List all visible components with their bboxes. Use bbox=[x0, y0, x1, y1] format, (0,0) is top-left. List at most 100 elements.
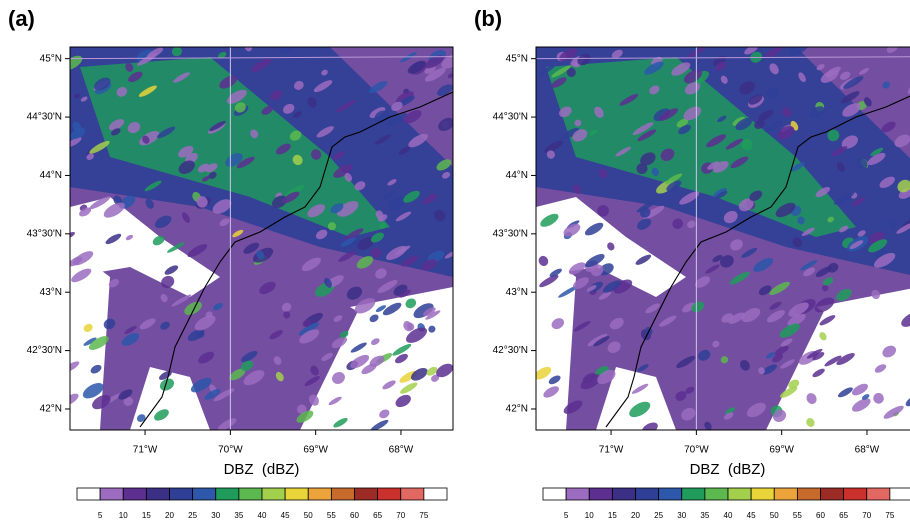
echo-cell bbox=[665, 173, 683, 185]
echo-cell bbox=[723, 412, 734, 420]
echo-cell bbox=[421, 259, 437, 271]
clear-region bbox=[816, 288, 910, 346]
echo-cell bbox=[332, 151, 345, 160]
echo-cell bbox=[259, 281, 276, 295]
echo-cell bbox=[613, 279, 633, 294]
echo-cell bbox=[551, 318, 565, 330]
echo-cell bbox=[611, 49, 623, 59]
colorbar-label: 55 bbox=[327, 511, 336, 520]
lat-tick-label: 44°N bbox=[40, 170, 62, 181]
echo-cell bbox=[269, 330, 283, 340]
echo-cell bbox=[339, 330, 349, 338]
echo-cell bbox=[299, 329, 320, 344]
echo-cell bbox=[539, 274, 559, 288]
echo-cell bbox=[375, 305, 387, 313]
echo-cell bbox=[779, 386, 798, 398]
echo-cell bbox=[777, 126, 795, 140]
echo-cell bbox=[161, 275, 175, 289]
echo-cell bbox=[298, 322, 320, 336]
echo-cell bbox=[354, 181, 366, 191]
echo-cell bbox=[152, 235, 165, 246]
map-field bbox=[70, 47, 453, 430]
colorbar-box bbox=[99, 487, 124, 501]
echo-cell bbox=[761, 364, 777, 375]
echo-cell bbox=[94, 77, 111, 91]
echo-cell bbox=[772, 409, 787, 422]
echo-cell bbox=[775, 202, 796, 218]
echo-cell bbox=[803, 267, 816, 277]
clear-region bbox=[70, 197, 220, 297]
echo-cell bbox=[70, 127, 86, 140]
echo-cell bbox=[769, 301, 782, 310]
echo-cell bbox=[859, 68, 869, 75]
echo-cell bbox=[374, 134, 391, 145]
colorbar-label: 10 bbox=[119, 511, 128, 520]
echo-cell bbox=[573, 277, 589, 290]
echo-cell bbox=[160, 294, 168, 303]
echo-cell bbox=[886, 47, 898, 53]
echo-cell bbox=[563, 223, 581, 237]
echo-cell bbox=[712, 254, 723, 263]
echo-cell bbox=[369, 314, 379, 323]
echo-cell bbox=[395, 211, 412, 222]
lat-tick-label: 44°N bbox=[506, 170, 528, 181]
lat-tick-label: 44°30'N bbox=[493, 112, 528, 123]
echo-cell bbox=[659, 315, 677, 327]
echo-cell bbox=[240, 350, 258, 363]
echo-cell bbox=[812, 368, 825, 378]
echo-cell bbox=[437, 84, 453, 96]
echo-cell bbox=[637, 364, 649, 372]
colorbar-box bbox=[681, 487, 706, 501]
lon-tick-label: 71°W bbox=[599, 445, 624, 456]
colorbar-label: 35 bbox=[700, 511, 709, 520]
colorbar-label: 60 bbox=[816, 511, 825, 520]
echo-cell bbox=[310, 149, 322, 160]
echo-cell bbox=[729, 271, 750, 285]
echo-cell bbox=[691, 301, 705, 313]
echo-cell bbox=[882, 345, 897, 358]
echo-cell bbox=[713, 187, 727, 198]
echo-cell bbox=[598, 168, 608, 179]
echo-cell bbox=[568, 262, 586, 275]
echo-cell bbox=[369, 107, 386, 119]
echo-cell bbox=[563, 400, 583, 414]
echo-cell bbox=[551, 77, 567, 88]
echo-cell bbox=[370, 247, 382, 259]
echo-cell bbox=[275, 143, 291, 155]
echo-cell bbox=[584, 222, 604, 236]
echo-cell bbox=[870, 147, 884, 156]
echo-cell bbox=[825, 66, 841, 77]
echo-cell bbox=[89, 196, 111, 210]
echo-cell bbox=[582, 372, 596, 383]
echo-cell bbox=[296, 404, 307, 414]
clear-region bbox=[350, 287, 453, 347]
echo-cell bbox=[615, 146, 632, 157]
colorbar-box bbox=[377, 487, 402, 501]
colorbar-box bbox=[773, 487, 798, 501]
echo-cell bbox=[164, 265, 179, 275]
echo-cell bbox=[105, 233, 122, 245]
echo-cell bbox=[780, 338, 793, 347]
echo-cell bbox=[723, 210, 738, 224]
echo-cell bbox=[219, 218, 230, 227]
echo-cell bbox=[538, 255, 549, 267]
colorbar-label: 45 bbox=[747, 511, 756, 520]
echo-cell bbox=[315, 229, 328, 240]
echo-cell bbox=[234, 102, 246, 113]
echo-cell bbox=[70, 256, 83, 267]
echo-cell bbox=[687, 220, 696, 229]
echo-cell bbox=[72, 121, 82, 133]
echo-cell bbox=[641, 422, 658, 430]
echo-cell bbox=[442, 171, 451, 179]
echo-cell bbox=[338, 250, 356, 262]
lat-tick-label: 42°N bbox=[506, 404, 528, 415]
echo-cell bbox=[879, 176, 895, 189]
echo-cell bbox=[540, 213, 559, 227]
colorbar-box bbox=[635, 487, 660, 501]
echo-cell bbox=[685, 386, 695, 394]
lon-tick-label: 68°W bbox=[389, 445, 414, 456]
echo-cell bbox=[111, 128, 121, 136]
echo-cell bbox=[86, 153, 94, 160]
echo-cell bbox=[330, 203, 344, 214]
lat-tick-label: 43°N bbox=[506, 287, 528, 298]
